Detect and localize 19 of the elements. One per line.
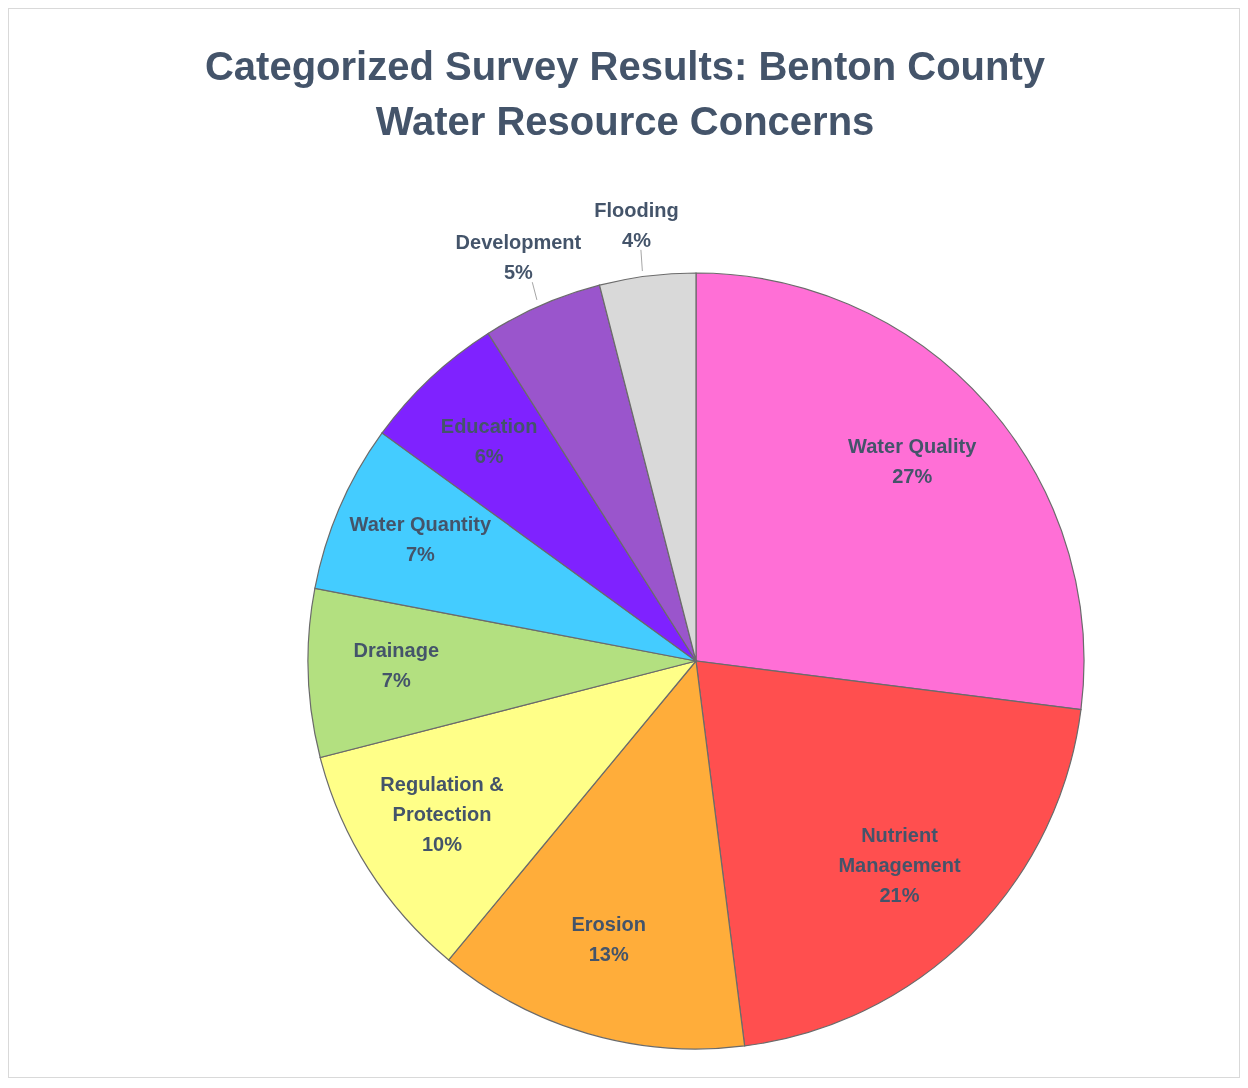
data-label: 5% bbox=[503, 261, 534, 284]
data-label: 6% bbox=[474, 445, 504, 468]
slice-label: Water Quantity bbox=[349, 512, 492, 535]
slice-label: Flooding bbox=[594, 198, 679, 221]
data-label: 4% bbox=[622, 228, 652, 251]
slice-label: Nutrient Management bbox=[838, 823, 961, 876]
slice-label: Water Quality bbox=[848, 434, 978, 457]
slice-label: Development bbox=[455, 231, 582, 254]
slice-label: Drainage bbox=[353, 639, 440, 662]
slice-label: Regulation & Protection bbox=[380, 773, 504, 825]
chart-title: Categorized Survey Results: Benton County Water Resource Concerns bbox=[203, 43, 1047, 145]
slice-label: Education bbox=[440, 415, 538, 438]
data-label: 27% bbox=[892, 464, 933, 487]
data-label: 13% bbox=[588, 943, 629, 966]
data-label: 21% bbox=[879, 883, 920, 906]
slice-label: Erosion bbox=[571, 913, 646, 936]
data-label: 7% bbox=[405, 542, 436, 565]
data-label: 7% bbox=[381, 669, 411, 692]
data-label: 10% bbox=[422, 833, 463, 855]
